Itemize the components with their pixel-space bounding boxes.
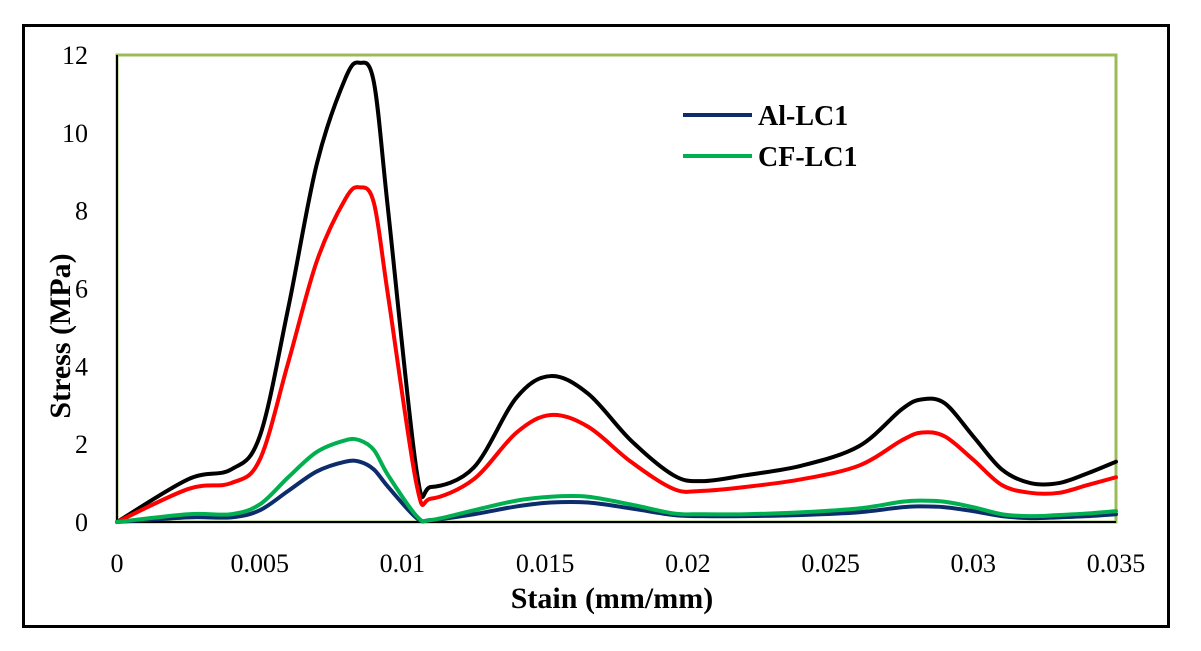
y-tick-label: 12 [62, 41, 88, 70]
y-tick-label: 2 [75, 430, 88, 459]
legend: Al-LC1 CF-LC1 [683, 101, 858, 173]
y-tick-label: 8 [75, 197, 88, 226]
x-axis-title: Stain (mm/mm) [511, 582, 713, 615]
legend-label: Al-LC1 [758, 101, 848, 132]
y-axis-title: Stress (MPa) [44, 253, 77, 418]
series-layer [115, 60, 1118, 524]
x-tick-label: 0.03 [951, 549, 997, 578]
y-tick-label: 4 [75, 352, 88, 381]
y-tick-labels: 0 2 4 6 8 10 12 [62, 41, 88, 537]
series-line-unlabeled-1 [115, 185, 1118, 524]
series-line-cf-lc1 [115, 436, 1118, 524]
y-tick-label: 6 [75, 275, 88, 304]
x-tick-label: 0.015 [516, 549, 575, 578]
x-tick-labels: 0 0.005 0.01 0.015 0.02 0.025 0.03 0.035 [111, 549, 1146, 578]
figure-frame [22, 24, 1170, 628]
x-tick-label: 0.02 [665, 549, 711, 578]
x-tick-label: 0.01 [380, 549, 426, 578]
x-tick-label: 0.035 [1087, 549, 1146, 578]
series-line-unlabeled-0 [115, 60, 1118, 524]
x-tick-label: 0.005 [230, 549, 289, 578]
x-tick-label: 0.025 [801, 549, 860, 578]
x-tick-label: 0 [111, 549, 124, 578]
y-tick-label: 10 [62, 119, 88, 148]
legend-label: CF-LC1 [758, 142, 858, 173]
y-tick-label: 0 [75, 508, 88, 537]
series-line-al-lc1 [115, 458, 1118, 524]
